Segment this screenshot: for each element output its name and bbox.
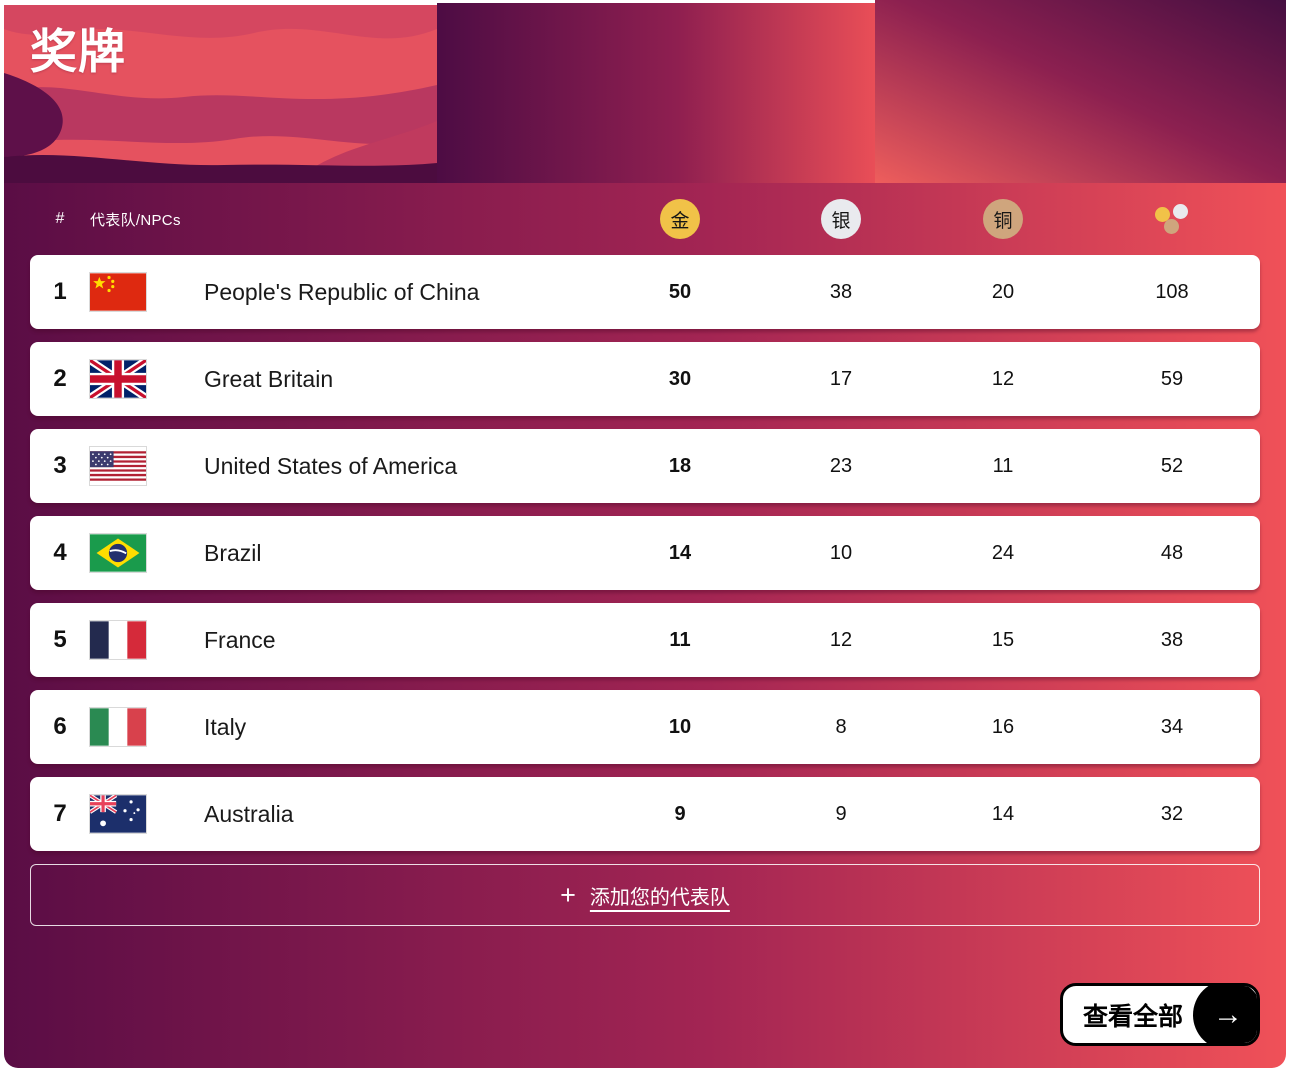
banner: 奖牌	[4, 0, 1286, 183]
china-flag-icon	[90, 273, 146, 311]
bronze-count: 24	[991, 541, 1015, 564]
table-row-usa[interactable]: 3 United States of America 18 23 11 52	[30, 429, 1260, 503]
silver-column-header: 银	[760, 199, 922, 239]
bronze-column-header: 铜	[922, 199, 1084, 239]
rank-column-header: #	[55, 210, 65, 227]
wave-pattern-graphic	[4, 5, 437, 183]
rank: 5	[53, 626, 67, 653]
bronze-count: 20	[991, 280, 1015, 303]
table-row-australia[interactable]: 7 Australia 9 9	[30, 777, 1260, 851]
silver-count: 10	[829, 541, 853, 564]
bronze-count: 12	[991, 367, 1015, 390]
table-row-france[interactable]: 5 France 11 12 15 38	[30, 603, 1260, 677]
great-britain-flag-icon	[90, 360, 146, 398]
bronze-count: 14	[991, 802, 1015, 825]
gold-count: 30	[668, 367, 692, 390]
gold-column-header: 金	[600, 199, 760, 239]
plus-icon: +	[560, 879, 576, 910]
australia-flag-icon	[90, 795, 146, 833]
gold-count: 11	[669, 628, 691, 651]
total-count: 108	[1155, 280, 1189, 303]
brazil-flag-icon	[90, 534, 146, 572]
add-team-button[interactable]: + 添加您的代表队	[30, 864, 1260, 926]
team-column-header: 代表队/NPCs	[90, 211, 181, 229]
rank: 1	[53, 278, 67, 305]
total-count: 52	[1160, 454, 1184, 477]
total-count: 59	[1160, 367, 1184, 390]
france-flag-icon	[90, 621, 146, 659]
table-header-row: # 代表队/NPCs 金 银 铜	[4, 183, 1286, 255]
rank: 2	[53, 365, 67, 392]
medal-table: # 代表队/NPCs 金 银 铜 1	[4, 183, 1286, 1068]
rank: 7	[53, 800, 67, 827]
total-count: 32	[1160, 802, 1184, 825]
silver-count: 23	[829, 454, 853, 477]
table-row-italy[interactable]: 6 Italy 10 8 16 34	[30, 690, 1260, 764]
total-column-header	[1084, 203, 1260, 235]
medals-cluster-icon	[1154, 203, 1190, 235]
gold-count: 50	[668, 280, 692, 303]
total-count: 38	[1160, 628, 1184, 651]
country-name: People's Republic of China	[204, 278, 480, 305]
banner-wave-tile: 奖牌	[4, 5, 437, 183]
banner-gradient-tile	[437, 3, 875, 183]
bronze-medal-icon: 铜	[983, 199, 1023, 239]
gold-count: 18	[668, 454, 692, 477]
board-footer: 查看全部 →	[4, 926, 1286, 1046]
country-name: Italy	[204, 713, 247, 740]
total-count: 48	[1160, 541, 1184, 564]
table-row-brazil[interactable]: 4 Brazil 14 10 24 48	[30, 516, 1260, 590]
arrow-right-icon: →	[1193, 986, 1257, 1043]
silver-count: 38	[829, 280, 853, 303]
gold-count: 14	[668, 541, 692, 564]
view-all-button[interactable]: 查看全部 →	[1060, 983, 1260, 1046]
view-all-label: 查看全部	[1083, 1002, 1184, 1031]
page-title: 奖牌	[30, 25, 126, 78]
bronze-count: 16	[991, 715, 1015, 738]
country-name: Great Britain	[204, 365, 334, 392]
silver-count: 12	[829, 628, 853, 651]
table-row-china[interactable]: 1 People's Republic of China 50 38 20 10…	[30, 255, 1260, 329]
italy-flag-icon	[90, 708, 146, 746]
silver-count: 17	[829, 367, 853, 390]
total-count: 34	[1160, 715, 1184, 738]
country-name: France	[204, 626, 276, 653]
country-name: Australia	[204, 800, 294, 827]
silver-count: 9	[835, 802, 847, 825]
bronze-count: 15	[991, 628, 1015, 651]
country-name: Brazil	[204, 539, 262, 566]
rank: 3	[53, 452, 67, 479]
table-row-great-britain[interactable]: 2 Great Britain 30 17 12 59	[30, 342, 1260, 416]
gold-count: 10	[668, 715, 692, 738]
rank: 4	[53, 539, 67, 566]
banner-gradient-tile-right	[875, 0, 1286, 183]
gold-medal-icon: 金	[660, 199, 700, 239]
usa-flag-icon	[90, 447, 146, 485]
rank: 6	[53, 713, 67, 740]
country-name: United States of America	[204, 452, 458, 479]
silver-medal-icon: 银	[821, 199, 861, 239]
bronze-count: 11	[992, 454, 1014, 477]
gold-count: 9	[674, 802, 686, 825]
add-team-label: 添加您的代表队	[589, 886, 730, 909]
silver-count: 8	[835, 715, 847, 738]
